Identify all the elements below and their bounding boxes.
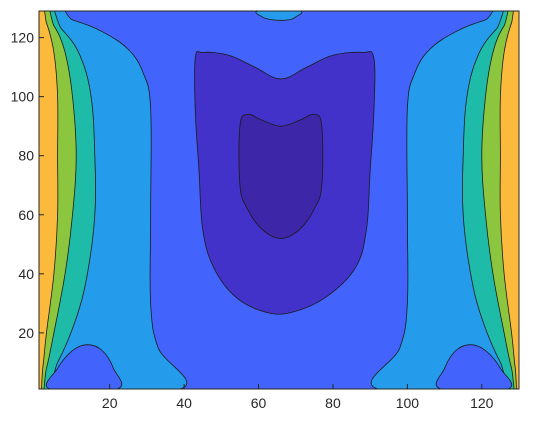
y-axis: 20 40 60 80 100 120 <box>11 30 44 341</box>
x-axis: 20 40 60 80 100 120 <box>102 384 494 411</box>
y-tick-label: 100 <box>11 89 35 105</box>
contour-region-level-0-center <box>238 113 324 239</box>
y-tick-label: 80 <box>18 148 34 164</box>
y-tick-label: 20 <box>18 325 34 341</box>
x-tick-label: 60 <box>251 395 267 411</box>
x-tick-label: 40 <box>176 395 192 411</box>
y-tick-label: 40 <box>18 266 34 282</box>
contour-region-level-3-top <box>255 11 303 21</box>
contour-region-level-6-right <box>499 11 519 389</box>
y-tick-label: 120 <box>11 30 35 46</box>
x-tick-label: 120 <box>470 395 494 411</box>
plot-frame <box>38 10 520 390</box>
x-tick-label: 100 <box>396 395 420 411</box>
x-tick-label: 20 <box>102 395 118 411</box>
y-tick-label: 60 <box>18 207 34 223</box>
x-tick-label: 80 <box>325 395 341 411</box>
contour-region-level-6-left <box>39 11 59 389</box>
